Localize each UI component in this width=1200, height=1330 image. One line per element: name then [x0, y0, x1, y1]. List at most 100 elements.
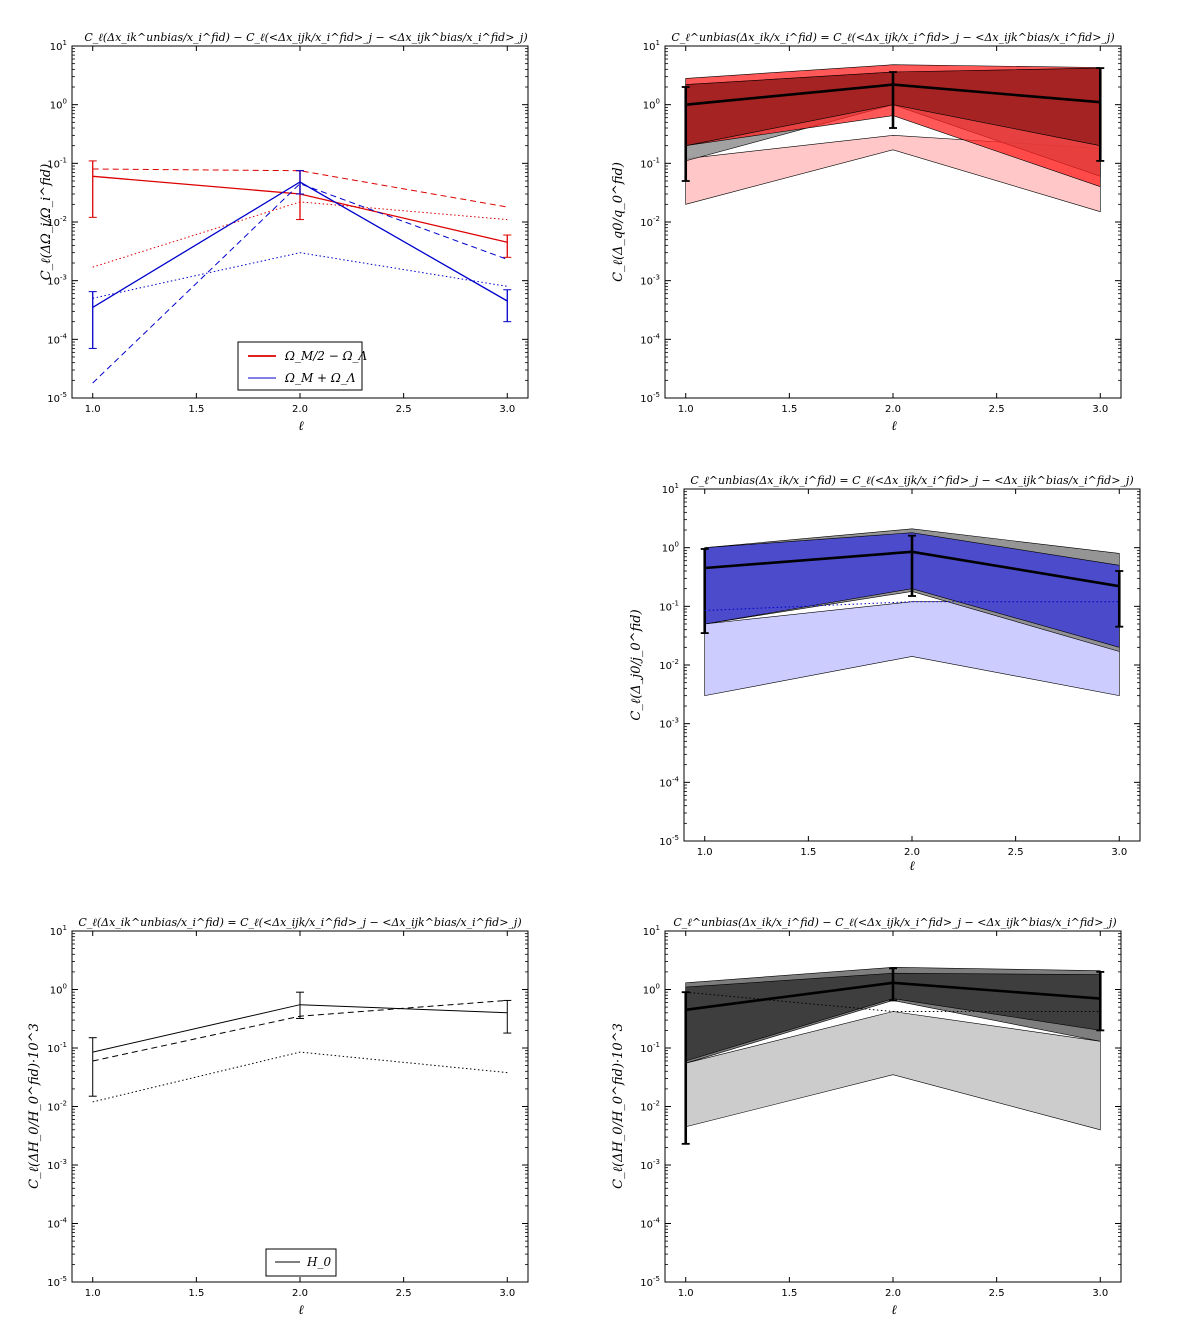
panel-b-ytick-label-5: 10-3 [640, 274, 660, 288]
panel-e-ytick-label-1: 101 [643, 924, 660, 938]
panel-a-legend: Ω_M/2 − Ω_Λ Ω_M + Ω_Λ [237, 341, 368, 391]
panel-b-band-1 [685, 134, 1101, 213]
panel-c-series-1-errorbar-3 [1115, 570, 1124, 628]
panel-a-ytick-label-6: 10-4 [47, 332, 67, 346]
panel-d-xtick-label-3: 2.0 [292, 1288, 308, 1299]
panel-e-title: C_ℓ^unbias(Δx_ik/x_i^fid) − C_ℓ(<Δx_ijk/… [673, 916, 1116, 929]
panel-e-ytick-label-2: 100 [643, 983, 660, 997]
panel-b-series-1-errorbar-2 [889, 71, 897, 129]
panel-c-plot-area [700, 528, 1124, 697]
panel-d-frame [71, 930, 529, 1283]
panel-d-xlabel: ℓ [298, 1303, 304, 1318]
panel-a-series-4-errorbar-2 [296, 170, 304, 195]
panel-e-ytick-label-7: 10-5 [640, 1275, 660, 1289]
panel-a-ytick-label-3: 10-1 [47, 156, 67, 170]
panel-b: C_ℓ^unbias(Δx_ik/x_i^fid) = C_ℓ(<Δx_ijk/… [611, 31, 1122, 434]
panel-e-ytick-label-6: 10-4 [640, 1217, 660, 1231]
panel-d-series-2-line [92, 999, 508, 1062]
panel-e-xtick-label-1: 1.0 [678, 1288, 694, 1299]
panel-d-xtick-label-1: 1.0 [85, 1288, 101, 1299]
panel-a-title: C_ℓ(Δx_ik^unbias/x_i^fid) − C_ℓ(<Δx_ijk/… [84, 31, 527, 44]
panel-b-plot-area [681, 64, 1105, 213]
panel-a-ytick-label-4: 10-2 [47, 215, 67, 229]
panel-d-ytick-label-7: 10-5 [47, 1275, 67, 1289]
panel-e-series-2-line [685, 991, 1101, 1012]
panel-d-ytick-label-4: 10-2 [47, 1100, 67, 1114]
panel-c: C_ℓ^unbias(Δx_ik/x_i^fid) = C_ℓ(<Δx_ijk/… [629, 474, 1141, 874]
panel-a-series-3-line [92, 201, 508, 268]
panel-b-ytick-label-6: 10-4 [640, 332, 660, 346]
panel-d-legend-label-1: H_0 [306, 1255, 331, 1269]
panel-b-ytick-label-3: 10-1 [640, 156, 660, 170]
panel-c-xtick-label-1: 1.0 [697, 847, 713, 858]
panel-a-xtick-label-5: 3.0 [499, 404, 515, 415]
panel-b-series-1-errorbar-1 [681, 86, 690, 182]
panel-b-series-1-errorbar-3 [1096, 67, 1105, 162]
panel-c-series-2-line [704, 601, 1120, 611]
panel-d-series-1-errorbar-2 [296, 991, 304, 1019]
panel-c-ytick-label-2: 100 [662, 541, 679, 555]
panel-b-xtick-label-2: 1.5 [781, 404, 797, 415]
panel-a-ytick-label-2: 100 [50, 98, 67, 112]
panel-d-ytick-label-5: 10-3 [47, 1158, 67, 1172]
panel-a-series-6-line [92, 252, 508, 299]
panel-e-ytick-label-5: 10-3 [640, 1158, 660, 1172]
panel-a-plot-area [88, 160, 512, 384]
panel-e: C_ℓ^unbias(Δx_ik/x_i^fid) − C_ℓ(<Δx_ijk/… [611, 916, 1122, 1318]
panel-e-xtick-label-4: 2.5 [989, 1288, 1005, 1299]
panel-c-ytick-label-6: 10-4 [659, 775, 679, 789]
panel-a-ylabel: C_ℓ(ΔΩ_i/Ω_i^fid) [39, 164, 54, 281]
panel-d-ytick-label-3: 10-1 [47, 1041, 67, 1055]
panel-c-xtick-label-2: 1.5 [800, 847, 816, 858]
panel-e-ytick-label-3: 10-1 [640, 1041, 660, 1055]
panel-b-xtick-label-5: 3.0 [1092, 404, 1108, 415]
panel-a-series-5-line [92, 183, 508, 384]
panel-c-ytick-label-4: 10-2 [659, 658, 679, 672]
panel-b-xtick-label-3: 2.0 [885, 404, 901, 415]
panel-c-series-1-errorbar-1 [700, 548, 709, 634]
panel-d-ytick-label-6: 10-4 [47, 1217, 67, 1231]
panel-c-ytick-label-5: 10-3 [659, 717, 679, 731]
panel-b-ytick-label-1: 101 [643, 39, 660, 53]
panel-a-ytick-label-5: 10-3 [47, 274, 67, 288]
panel-e-xtick-label-5: 3.0 [1092, 1288, 1108, 1299]
panel-d-series-3-line [92, 1051, 508, 1103]
panel-e-ytick-label-4: 10-2 [640, 1100, 660, 1114]
panel-d: C_ℓ(Δx_ik^unbias/x_i^fid) = C_ℓ(<Δx_ijk/… [27, 916, 529, 1318]
panel-c-ytick-label-7: 10-5 [659, 834, 679, 848]
panel-c-xtick-label-5: 3.0 [1111, 847, 1127, 858]
panel-b-ylabel: C_ℓ(Δ_q0/q_0^fid) [611, 162, 626, 282]
panel-b-xlabel: ℓ [891, 419, 897, 434]
panel-a-xtick-label-4: 2.5 [396, 404, 412, 415]
panel-a-xtick-label-2: 1.5 [188, 404, 204, 415]
panel-b-ytick-label-2: 100 [643, 98, 660, 112]
panel-d-legend: H_0 [265, 1248, 337, 1277]
panel-a-xlabel: ℓ [298, 419, 304, 434]
panel-d-ytick-label-1: 101 [50, 924, 67, 938]
panel-d-xtick-label-2: 1.5 [188, 1288, 204, 1299]
panel-d-plot-area [88, 991, 512, 1103]
panel-a-series-1-errorbar-1 [88, 160, 97, 218]
panel-d-ylabel: C_ℓ(ΔH_0/H_0^fid)·10^3 [27, 1023, 42, 1189]
panel-a: C_ℓ(Δx_ik^unbias/x_i^fid) − C_ℓ(<Δx_ijk/… [39, 31, 529, 434]
panel-d-series-1-errorbar-1 [88, 1037, 97, 1097]
panel-b-xtick-label-4: 2.5 [989, 404, 1005, 415]
panel-c-ylabel: C_ℓ(Δ_j0/j_0^fid) [629, 609, 644, 720]
panel-d-series-1-errorbar-3 [503, 999, 512, 1034]
panel-a-series-4-errorbar-1 [88, 291, 97, 349]
panel-e-ylabel: C_ℓ(ΔH_0/H_0^fid)·10^3 [611, 1023, 626, 1189]
panel-b-ytick-label-4: 10-2 [640, 215, 660, 229]
panel-e-xtick-label-2: 1.5 [781, 1288, 797, 1299]
panel-e-xtick-label-3: 2.0 [885, 1288, 901, 1299]
panel-a-legend-box [237, 341, 363, 391]
panel-c-band-1 [704, 601, 1120, 697]
panel-a-legend-label-1: Ω_M/2 − Ω_Λ [284, 349, 368, 363]
panel-d-ytick-label-2: 100 [50, 983, 67, 997]
panel-c-title: C_ℓ^unbias(Δx_ik/x_i^fid) = C_ℓ(<Δx_ijk/… [690, 474, 1133, 487]
panel-d-xtick-label-5: 3.0 [499, 1288, 515, 1299]
panel-a-series-4-errorbar-3 [503, 289, 512, 323]
panel-a-xtick-label-1: 1.0 [85, 404, 101, 415]
panel-c-ytick-label-3: 10-1 [659, 599, 679, 613]
panel-e-xlabel: ℓ [891, 1303, 897, 1318]
